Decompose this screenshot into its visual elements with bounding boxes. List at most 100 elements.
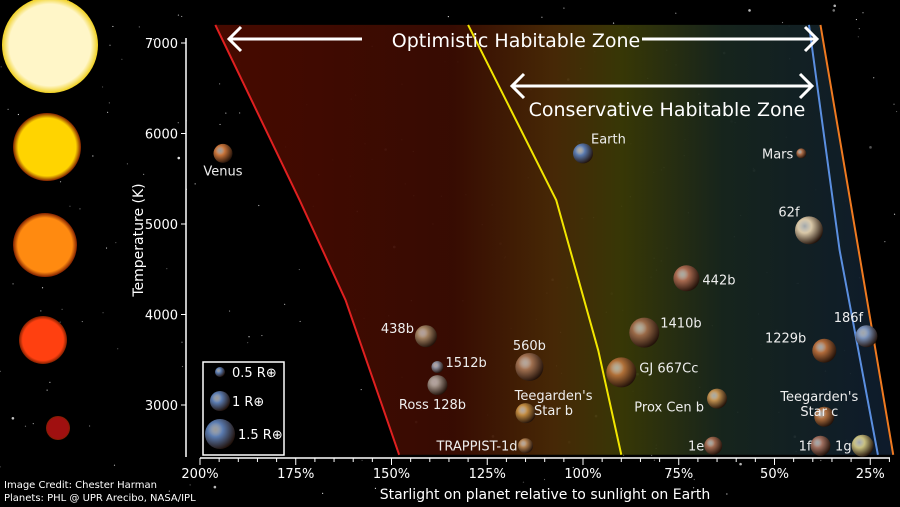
- planet-marker: [851, 434, 874, 457]
- planet-label: Teegarden's Star b: [514, 389, 593, 419]
- background-star: [228, 310, 231, 312]
- planet-label: 186f: [834, 311, 864, 326]
- boundary-curve-1: [467, 24, 623, 455]
- planet-label: Teegarden's Star c: [779, 390, 858, 420]
- background-star: [669, 475, 671, 477]
- background-star: [522, 481, 525, 483]
- planet-mars: Mars: [762, 147, 807, 162]
- planet-marker: [515, 352, 544, 381]
- background-star: [855, 18, 858, 21]
- y-tick-label: 6000: [145, 128, 178, 143]
- y-tick-label: 3000: [145, 399, 178, 414]
- background-star: [447, 15, 449, 18]
- background-star: [748, 9, 751, 12]
- background-star: [11, 417, 15, 420]
- background-star: [177, 122, 179, 124]
- background-star: [298, 268, 300, 271]
- background-star: [59, 321, 61, 323]
- background-star: [219, 123, 221, 126]
- planet-label: Ross 128b: [399, 398, 466, 413]
- background-star: [213, 485, 217, 489]
- planet-label: 442b: [702, 273, 735, 288]
- background-star: [858, 28, 860, 30]
- background-star: [653, 459, 656, 461]
- background-star: [862, 12, 864, 14]
- planet-label: Earth: [591, 132, 626, 147]
- background-star: [17, 113, 19, 116]
- background-star: [113, 464, 116, 466]
- background-star: [7, 108, 9, 110]
- planet-marker: [573, 143, 593, 164]
- habitable-zone-fill: [215, 24, 894, 455]
- x-tick-label: 100%: [564, 467, 601, 482]
- planet-label: 438b: [381, 322, 414, 337]
- background-star: [417, 498, 419, 500]
- background-star: [261, 334, 263, 337]
- planet-gj-667cc: GJ 667Cc: [606, 357, 698, 388]
- boundary-curve-2: [807, 24, 879, 455]
- planet-marker: [810, 435, 831, 456]
- planet-1512b: 1512b: [431, 356, 487, 373]
- background-star: [374, 487, 377, 489]
- y-axis-label: Temperature (K): [131, 183, 147, 297]
- star-type-2: [13, 213, 77, 277]
- background-star: [181, 365, 184, 368]
- background-star: [181, 341, 183, 343]
- background-star: [248, 336, 250, 338]
- background-star: [726, 493, 728, 495]
- background-star: [869, 146, 872, 149]
- background-star: [360, 388, 362, 391]
- planet-marker: [213, 143, 233, 163]
- planet-marker: [431, 360, 444, 373]
- background-star: [299, 320, 301, 323]
- planet-560b: 560b: [513, 339, 546, 381]
- planet-trappist-1d: TRAPPIST-1d: [435, 438, 534, 455]
- planet-marker: [427, 375, 448, 396]
- planet-label: 1410b: [660, 317, 701, 332]
- planets-credit: Planets: PHL @ UPR Arecibo, NASA/IPL: [4, 493, 196, 504]
- background-star: [832, 9, 836, 12]
- planet-442b: 442b: [673, 265, 735, 292]
- background-star: [152, 38, 155, 41]
- background-star: [225, 112, 227, 114]
- planet-marker: [814, 406, 835, 427]
- background-star: [857, 36, 859, 38]
- background-star: [612, 22, 615, 24]
- planet-label: Venus: [203, 164, 242, 179]
- background-star: [40, 310, 42, 312]
- planet-marker: [794, 216, 823, 245]
- planets: Venus Earth Mars 62f 442b 1410b 186f 438b 1229b 1…: [203, 132, 878, 457]
- background-star: [0, 466, 1, 468]
- background-star: [79, 208, 81, 210]
- background-star: [0, 370, 1, 372]
- planet-label: 1g: [835, 440, 852, 455]
- background-star: [41, 287, 44, 289]
- axes: 3000 4000 5000 6000 7000 200% 175% 150% 125% 100%…: [145, 37, 890, 482]
- background-star: [693, 478, 695, 481]
- background-star: [189, 484, 191, 486]
- background-star: [651, 454, 653, 456]
- zone-gradient: [215, 24, 894, 455]
- background-star: [692, 487, 695, 489]
- background-star: [219, 83, 221, 85]
- background-star: [24, 425, 27, 427]
- legend-planet-icon: [205, 419, 235, 449]
- background-star: [284, 303, 286, 305]
- background-star: [258, 204, 260, 207]
- planet-marker: [707, 388, 728, 409]
- legend-label: 1.5 R⊕: [238, 428, 283, 443]
- planet-1e: 1e: [688, 436, 723, 455]
- background-star: [109, 44, 111, 46]
- background-star: [622, 454, 625, 456]
- image-credit: Image Credit: Chester Harman: [4, 480, 157, 491]
- planet-label: 1e: [688, 440, 704, 455]
- planet-marker: [414, 325, 437, 348]
- background-star: [143, 173, 145, 175]
- y-tick-label: 4000: [145, 309, 178, 324]
- optimistic-zone-arrow: [226, 25, 820, 53]
- background-star: [121, 58, 123, 60]
- background-star: [895, 110, 898, 113]
- background-star: [194, 183, 196, 185]
- x-tick-label: 50%: [760, 467, 789, 482]
- planet-earth: Earth: [573, 132, 626, 164]
